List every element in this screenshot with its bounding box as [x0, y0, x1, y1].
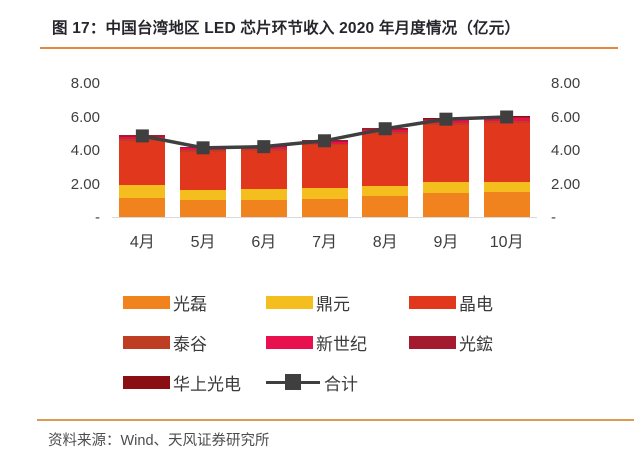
bar-segment-晶电 — [301, 145, 348, 188]
x-axis: 4月 5月 6月 7月 8月 9月 10月 — [0, 228, 640, 252]
x-tick-label: 6月 — [251, 234, 277, 251]
bar-slot-9月 — [416, 66, 477, 217]
stacked-bar-9月 — [422, 118, 469, 217]
total-marker — [196, 141, 210, 155]
legend-item-光鋐: 光鋐 — [409, 330, 552, 355]
bar-slot-6月 — [233, 66, 294, 217]
footer: 资料来源：Wind、天风证券研究所 — [0, 419, 640, 450]
legend-item-光磊: 光磊 — [123, 290, 266, 315]
stacked-bar-6月 — [240, 145, 287, 217]
bar-segment-鼎元 — [422, 182, 469, 193]
stacked-bar-10月 — [483, 116, 530, 217]
legend-label: 光磊 — [173, 294, 207, 314]
y-tick-label: 8.00 — [70, 75, 100, 92]
bar-slot-10月 — [476, 66, 537, 217]
total-marker — [135, 129, 149, 143]
legend-label: 新世纪 — [316, 334, 367, 354]
stacked-bar-8月 — [362, 127, 409, 217]
legend-swatch-晶电 — [409, 295, 456, 309]
bar-segment-鼎元 — [483, 181, 530, 192]
legend-row: 泰谷 新世纪 光鋐 — [123, 322, 640, 362]
legend-swatch-华上光电 — [123, 375, 170, 389]
bar-segment-光磊 — [483, 191, 530, 217]
footer-divider — [37, 419, 634, 421]
y-tick-label: 2.00 — [551, 175, 581, 193]
legend-item-鼎元: 鼎元 — [266, 290, 409, 315]
bar-segment-鼎元 — [240, 189, 287, 200]
bar-segment-鼎元 — [301, 187, 348, 199]
bar-segment-鼎元 — [119, 184, 166, 198]
y-tick-label: 4.00 — [70, 142, 100, 159]
bar-segment-光磊 — [362, 196, 409, 217]
total-marker — [257, 140, 271, 154]
total-marker — [318, 134, 331, 148]
y-tick-label: - — [95, 209, 100, 226]
y-tick-label: 8.00 — [551, 75, 581, 92]
source-note: 资料来源：Wind、天风证券研究所 — [48, 433, 270, 449]
y-tick-label: 2.00 — [70, 175, 100, 193]
total-marker — [439, 112, 453, 126]
bar-segment-晶电 — [422, 125, 469, 183]
legend-swatch-鼎元 — [266, 295, 313, 309]
legend-swatch-新世纪 — [266, 335, 313, 349]
legend: 光磊 鼎元 晶电泰谷 新世纪 光鋐华上光电 合计 — [123, 282, 640, 402]
legend-label: 合计 — [324, 374, 358, 394]
legend-label: 泰谷 — [173, 334, 207, 354]
x-tick-label: 7月 — [312, 234, 337, 251]
figure-title: 图 17：中国台湾地区 LED 芯片环节收入 2020 年月度情况（亿元） — [52, 20, 521, 37]
y-tick-label: 6.00 — [70, 108, 100, 126]
bar-segment-光磊 — [240, 199, 287, 217]
bar-segment-晶电 — [180, 151, 227, 190]
bar-segment-光磊 — [119, 197, 166, 217]
legend-line-marker-icon — [266, 374, 320, 390]
x-tick-label: 9月 — [433, 234, 459, 251]
legend-label: 鼎元 — [316, 294, 350, 314]
bar-segment-晶电 — [240, 150, 287, 190]
y-tick-label: 4.00 — [551, 142, 581, 159]
bar-segment-光磊 — [180, 200, 227, 217]
y-axis-left: 8.00 6.00 4.00 2.00 - — [0, 66, 112, 226]
y-tick-label: - — [551, 209, 556, 226]
y-axis-right: 8.00 6.00 4.00 2.00 - — [537, 66, 640, 226]
x-tick-label: 5月 — [190, 234, 216, 251]
bar-segment-光磊 — [422, 192, 469, 217]
legend-swatch-泰谷 — [123, 335, 170, 349]
x-tick-label: 10月 — [489, 234, 524, 251]
bar-slot-8月 — [355, 66, 416, 217]
x-axis-labels: 4月 5月 6月 7月 8月 9月 10月 — [112, 228, 537, 252]
legend-label: 华上光电 — [173, 374, 241, 394]
total-marker — [378, 122, 392, 136]
legend-label: 晶电 — [459, 294, 493, 314]
legend-item-华上光电: 华上光电 — [123, 370, 266, 395]
title-divider — [40, 47, 618, 49]
total-marker — [500, 110, 514, 124]
legend-item-新世纪: 新世纪 — [266, 330, 409, 355]
bar-segment-晶电 — [362, 134, 409, 187]
chart-area: 8.00 6.00 4.00 2.00 - 8.00 6.00 4.00 2.00 - — [0, 66, 640, 226]
x-tick-label: 8月 — [372, 234, 398, 251]
total-line — [135, 110, 514, 155]
bar-segment-光磊 — [301, 198, 348, 217]
stacked-bars — [112, 66, 537, 217]
legend-item-泰谷: 泰谷 — [123, 330, 266, 355]
bar-slot-4月 — [112, 66, 173, 217]
bar-segment-鼎元 — [180, 189, 227, 201]
bar-segment-晶电 — [119, 140, 166, 185]
stacked-bar-4月 — [119, 134, 166, 217]
bar-segment-晶电 — [483, 123, 530, 182]
bar-segment-鼎元 — [362, 186, 409, 197]
legend-label: 光鋐 — [459, 334, 493, 354]
legend-swatch-光鋐 — [409, 335, 456, 349]
plot-area — [112, 66, 537, 218]
legend-item-合计: 合计 — [266, 370, 358, 395]
legend-item-晶电: 晶电 — [409, 290, 552, 315]
legend-swatch-光磊 — [123, 295, 170, 309]
x-tick-label: 4月 — [129, 234, 155, 251]
legend-row: 光磊 鼎元 晶电 — [123, 282, 640, 322]
y-tick-label: 6.00 — [551, 108, 581, 126]
legend-row: 华上光电 合计 — [123, 362, 640, 402]
